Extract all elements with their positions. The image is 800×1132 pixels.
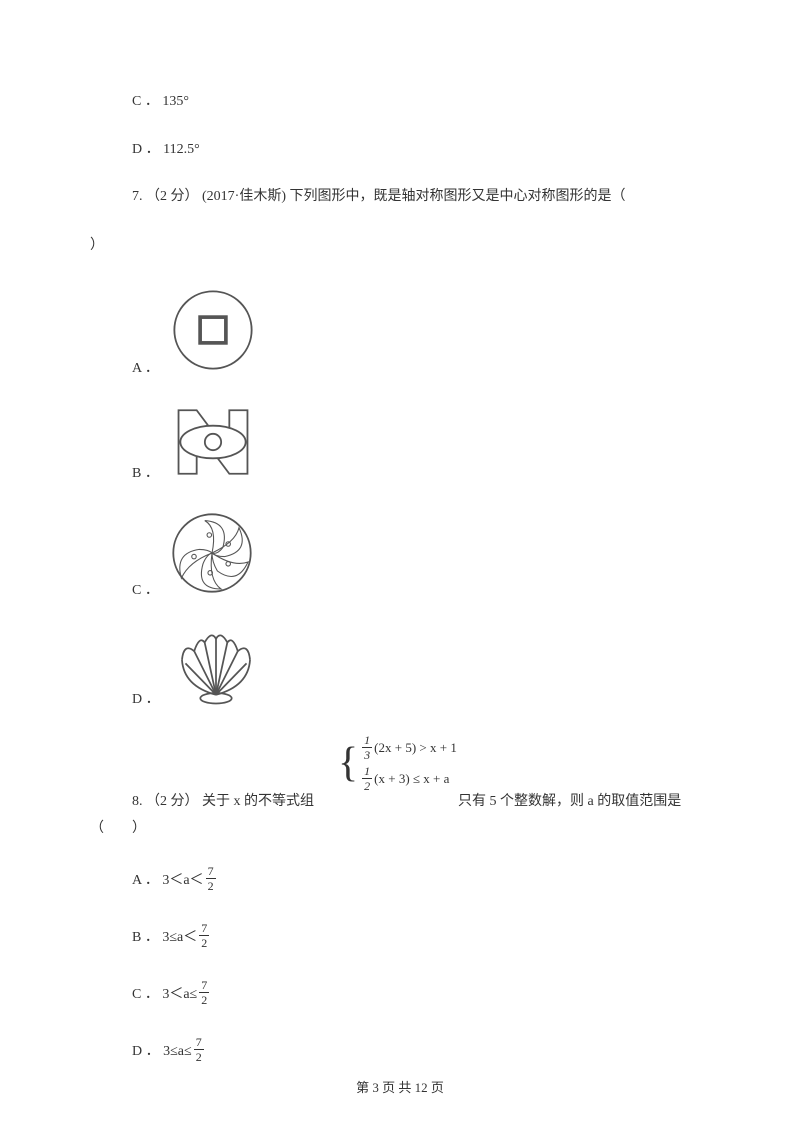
option-label: D ． [132,688,160,712]
footer-text: 第 3 页 共 12 页 [356,1080,444,1095]
q8-pre: 8. （2 分） 关于 x 的不等式组 [132,790,314,810]
opt-pre: B ． 3≤a＜ [132,926,197,946]
q7-close: ） [90,235,710,256]
coin-icon [167,284,259,381]
q7-option-d: D ． [132,625,710,712]
q8-stem: 8. （2 分） 关于 x 的不等式组 只有 5 个整数解，则 a 的取值范围是 [132,790,710,810]
q8-option-a: A ． 3＜a＜ 7 2 [132,865,710,892]
q8-blank-text: （ ） [90,821,146,836]
q7-option-c: C ． [132,508,710,603]
n-eye-icon [167,403,259,486]
fraction: 7 2 [199,922,209,949]
q7-option-a: A ． [132,284,710,381]
q7-option-b: B ． [132,403,710,486]
eq-row-2: 12 (x + 3) ≤ x + a [360,765,457,792]
fan-icon [168,625,264,712]
option-label: A ． [132,357,159,381]
fraction: 7 2 [194,1036,204,1063]
fraction: 7 2 [206,865,216,892]
q8-option-c: C ． 3＜a≤ 7 2 [132,979,710,1006]
q8-system: { 13 (2x + 5) > x + 1 12 (x + 3) ≤ x + a [334,734,710,792]
prev-option-d: D ． 112.5° [132,138,710,158]
option-label: C ． [132,579,159,603]
q7-stem: 7. （2 分） (2017·佳木斯) 下列图形中，既是轴对称图形又是中心对称图… [132,186,710,207]
q8-option-d: D ． 3≤a≤ 7 2 [132,1036,710,1063]
prev-option-c: C ． 135° [132,90,710,110]
text: C ． 135° [132,94,189,109]
opt-pre: A ． 3＜a＜ [132,869,204,889]
q8-post: 只有 5 个整数解，则 a 的取值范围是 [458,790,681,810]
eq-row-1: 13 (2x + 5) > x + 1 [360,734,457,761]
page-footer: 第 3 页 共 12 页 [0,1077,800,1096]
opt-pre: D ． 3≤a≤ [132,1040,192,1060]
option-label: B ． [132,462,159,486]
brace-icon: { [338,742,358,784]
text: D ． 112.5° [132,142,200,157]
bauhinia-icon [167,508,257,603]
q7-close-text: ） [90,238,104,253]
fraction: 7 2 [199,979,209,1006]
opt-pre: C ． 3＜a≤ [132,983,197,1003]
q8-option-b: B ． 3≤a＜ 7 2 [132,922,710,949]
q8-blank: （ ） [90,818,710,839]
q7-stem-text: 7. （2 分） (2017·佳木斯) 下列图形中，既是轴对称图形又是中心对称图… [132,189,626,204]
